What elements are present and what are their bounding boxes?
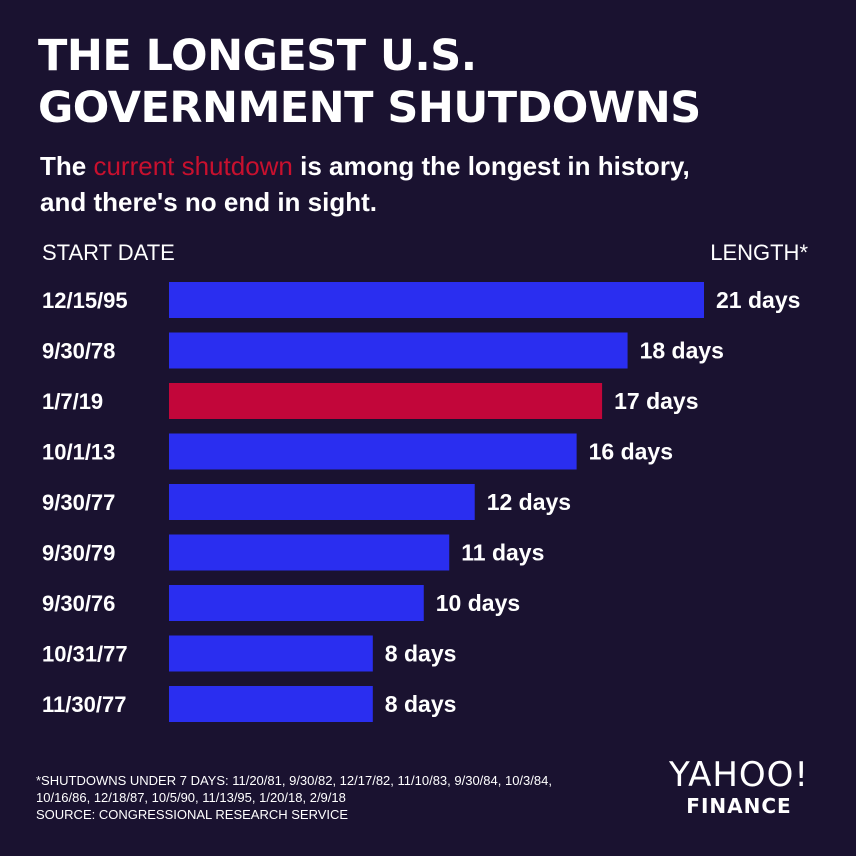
value-label: 10 days [436,590,520,616]
bar [169,635,373,672]
category-label: 9/30/76 [42,591,115,616]
category-label: 9/30/79 [42,541,115,566]
bar-chart: 12/15/95 21 days 9/30/78 18 days 1/7/19 17 da… [42,282,800,722]
title-line-2: GOVERNMENT SHUTDOWNS [38,83,701,133]
value-label: 11 days [461,540,544,566]
footnote-line-1: *SHUTDOWNS UNDER 7 DAYS: 11/20/81, 9/30/… [36,773,552,788]
value-label: 8 days [385,691,457,717]
yahoo-finance-logo: YAHOO! FINANCE [664,756,814,818]
bar [169,686,373,722]
subtitle-line-2: and there's no end in sight. [40,187,377,217]
subtitle-highlight: current shutdown [93,151,293,181]
value-label: 16 days [589,439,673,465]
chart-title: THE LONGEST U.S. GOVERNMENT SHUTDOWNS [38,30,701,134]
length-header: LENGTH* [710,240,808,265]
value-label: 21 days [716,287,800,313]
footnote: *SHUTDOWNS UNDER 7 DAYS: 11/20/81, 9/30/… [36,772,596,823]
bar [169,433,577,470]
value-label: 8 days [385,641,457,667]
category-label: 11/30/77 [42,692,126,717]
logo-sub: FINANCE [686,794,792,818]
logo-brand: YAHOO! [668,755,810,795]
bar [169,585,424,621]
chart-subtitle: The current shutdown is among the longes… [40,148,690,220]
footnote-line-2: 10/16/86, 12/18/87, 10/5/90, 11/13/95, 1… [36,790,346,805]
value-label: 12 days [487,489,571,515]
bar [169,282,704,318]
category-label: 9/30/77 [42,490,115,515]
bar [169,484,475,520]
category-label: 9/30/78 [42,339,115,364]
subtitle-after: is among the longest in history, [292,151,690,181]
category-label: 10/1/13 [42,440,115,465]
category-label: 10/31/77 [42,642,128,667]
category-label: 12/15/95 [42,288,128,313]
bar [169,383,603,419]
category-label: 1/7/19 [42,389,103,414]
title-line-1: THE LONGEST U.S. [38,31,477,81]
source-line: SOURCE: CONGRESSIONAL RESEARCH SERVICE [36,807,349,822]
bar [169,332,628,369]
subtitle-before: The [40,151,94,181]
bar [169,534,450,571]
start-date-header: START DATE [42,240,175,265]
value-label: 18 days [640,338,724,364]
value-label: 17 days [614,388,698,414]
